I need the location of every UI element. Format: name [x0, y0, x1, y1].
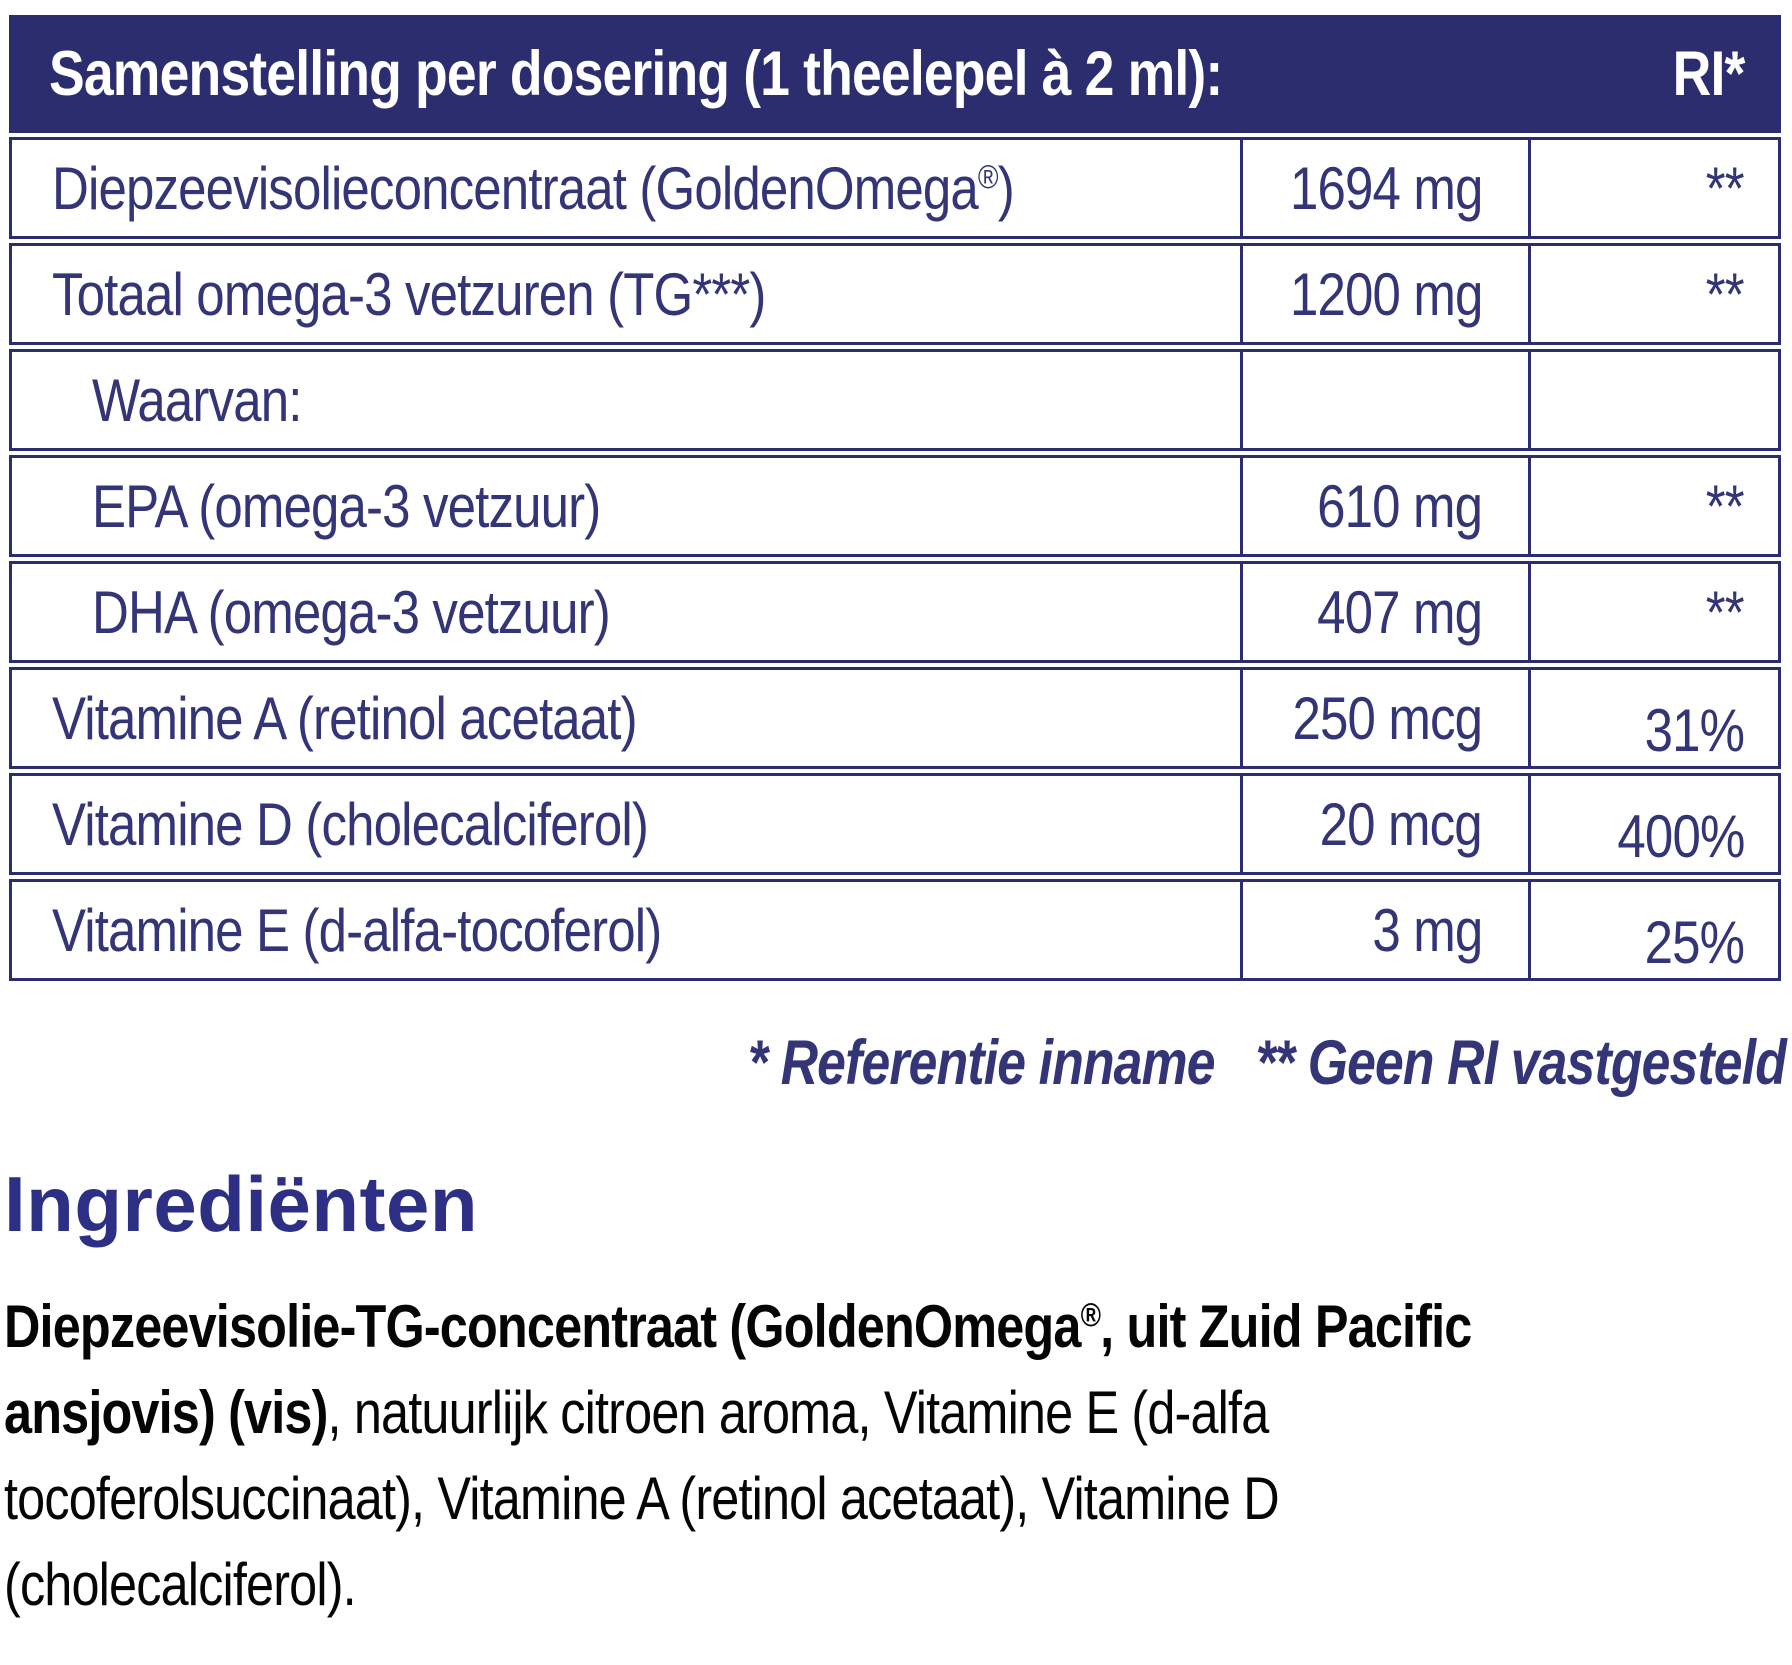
nutrient-label: Diepzeevisolieconcentraat (GoldenOmega®) [52, 154, 1015, 222]
ingredients-regular-text: tocoferolsuccinaat), Vitamine A (retinol… [4, 1465, 1280, 1532]
table-row: Diepzeevisolieconcentraat (GoldenOmega®)… [9, 137, 1781, 239]
ingredients-line: Diepzeevisolie-TG-concentraat (GoldenOme… [4, 1284, 1506, 1370]
nutrient-label-cell: Totaal omega-3 vetzuren (TG***) [12, 246, 1240, 342]
nutrient-label: DHA (omega-3 vetzuur) [92, 578, 611, 646]
supplement-facts-panel: Samenstelling per dosering (1 theelepel … [0, 15, 1792, 1628]
nutrient-label: Vitamine A (retinol acetaat) [52, 684, 638, 752]
nutrient-ri: ** [1706, 578, 1745, 646]
ri-cell: ** [1528, 246, 1778, 342]
nutrient-amount: 250 mcg [1292, 684, 1483, 752]
amount-cell [1240, 352, 1528, 448]
nutrient-ri: ** [1706, 472, 1745, 540]
ingredients-bold-text: Diepzeevisolie-TG-concentraat (GoldenOme… [4, 1293, 1472, 1360]
nutrient-label-cell: Vitamine D (cholecalciferol) [12, 776, 1240, 872]
ri-cell: 25% [1528, 882, 1778, 978]
ingredients-line: ansjovis) (vis), natuurlijk citroen arom… [4, 1370, 1506, 1456]
nutrient-amount: 1694 mg [1289, 154, 1482, 222]
ingredients-line: tocoferolsuccinaat), Vitamine A (retinol… [4, 1456, 1506, 1542]
nutrient-amount: 610 mg [1316, 472, 1483, 540]
nutrient-label-cell: Vitamine A (retinol acetaat) [12, 670, 1240, 766]
amount-cell: 250 mcg [1240, 670, 1528, 766]
footnotes-text: * Referentie inname ** Geen RI vastgeste… [747, 1027, 1787, 1099]
ri-cell [1528, 352, 1778, 448]
table-row: DHA (omega-3 vetzuur) 407 mg ** [9, 561, 1781, 663]
nutrient-label-cell: EPA (omega-3 vetzuur) [12, 458, 1240, 554]
nutrient-label: Totaal omega-3 vetzuren (TG***) [52, 260, 766, 328]
ri-cell: ** [1528, 564, 1778, 660]
ingredients-bold-text: ansjovis) (vis) [4, 1379, 328, 1446]
ri-cell: 400% [1528, 776, 1778, 872]
ri-column-header: RI* [1673, 39, 1746, 109]
ri-cell: 31% [1528, 670, 1778, 766]
nutrient-label: EPA (omega-3 vetzuur) [92, 472, 601, 540]
nutrient-ri: 400% [1616, 802, 1745, 870]
ingredients-line: (cholecalciferol). [4, 1542, 1506, 1628]
ingredients-regular-text: (cholecalciferol). [4, 1551, 357, 1618]
table-row: EPA (omega-3 vetzuur) 610 mg ** [9, 455, 1781, 557]
nutrient-amount: 3 mg [1372, 896, 1483, 964]
amount-cell: 3 mg [1240, 882, 1528, 978]
table-row: Waarvan: [9, 349, 1781, 451]
nutrient-amount: 1200 mg [1289, 260, 1482, 328]
nutrient-label-cell: Waarvan: [12, 352, 1240, 448]
footnotes-row: * Referentie inname ** Geen RI vastgeste… [0, 1027, 1787, 1099]
amount-cell: 1694 mg [1240, 140, 1528, 236]
amount-cell: 1200 mg [1240, 246, 1528, 342]
nutrient-label: Waarvan: [92, 366, 302, 434]
footnote-no-ri: ** Geen RI vastgesteld [1255, 1028, 1787, 1098]
amount-cell: 610 mg [1240, 458, 1528, 554]
table-header-row: Samenstelling per dosering (1 theelepel … [9, 15, 1781, 133]
ingredients-regular-text: , natuurlijk citroen aroma, Vitamine E (… [327, 1379, 1270, 1446]
nutrient-label: Vitamine E (d-alfa-tocoferol) [52, 896, 662, 964]
nutrient-label-cell: DHA (omega-3 vetzuur) [12, 564, 1240, 660]
nutrient-ri: 25% [1644, 908, 1744, 976]
table-row: Vitamine D (cholecalciferol) 20 mcg 400% [9, 773, 1781, 875]
nutrient-amount: 407 mg [1316, 578, 1483, 646]
nutrient-label-cell: Vitamine E (d-alfa-tocoferol) [12, 882, 1240, 978]
composition-table: Samenstelling per dosering (1 theelepel … [9, 15, 1781, 981]
nutrient-ri: ** [1706, 260, 1745, 328]
table-row: Totaal omega-3 vetzuren (TG***) 1200 mg … [9, 243, 1781, 345]
footnote-reference-intake: * Referentie inname [747, 1028, 1216, 1098]
nutrient-ri: 31% [1644, 696, 1744, 764]
ri-cell: ** [1528, 140, 1778, 236]
amount-cell: 407 mg [1240, 564, 1528, 660]
nutrient-ri: ** [1706, 154, 1745, 222]
ingredients-heading: Ingrediënten [4, 1160, 479, 1248]
table-row: Vitamine E (d-alfa-tocoferol) 3 mg 25% [9, 879, 1781, 981]
table-title: Samenstelling per dosering (1 theelepel … [49, 39, 1223, 109]
nutrient-label: Vitamine D (cholecalciferol) [52, 790, 649, 858]
nutrient-amount: 20 mcg [1319, 790, 1483, 858]
ri-cell: ** [1528, 458, 1778, 554]
amount-cell: 20 mcg [1240, 776, 1528, 872]
table-row: Vitamine A (retinol acetaat) 250 mcg 31% [9, 667, 1781, 769]
ingredients-paragraph: Diepzeevisolie-TG-concentraat (GoldenOme… [4, 1284, 1792, 1628]
nutrient-label-cell: Diepzeevisolieconcentraat (GoldenOmega®) [12, 140, 1240, 236]
